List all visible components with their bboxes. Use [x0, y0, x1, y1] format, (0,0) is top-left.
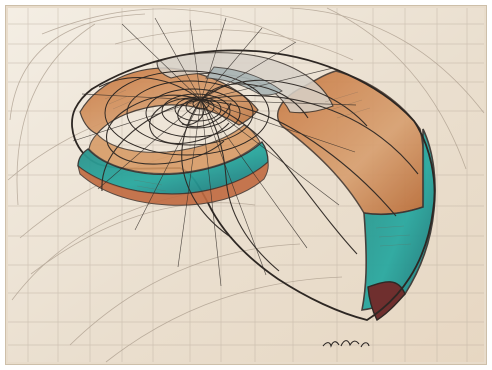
spiral-dark-band	[77, 161, 269, 206]
pencil-scratches	[104, 89, 412, 247]
nested-spiral-rings	[104, 70, 270, 156]
inner-window	[156, 52, 334, 114]
outer-shell-dark-band	[367, 281, 406, 322]
artist-signature	[322, 340, 370, 348]
